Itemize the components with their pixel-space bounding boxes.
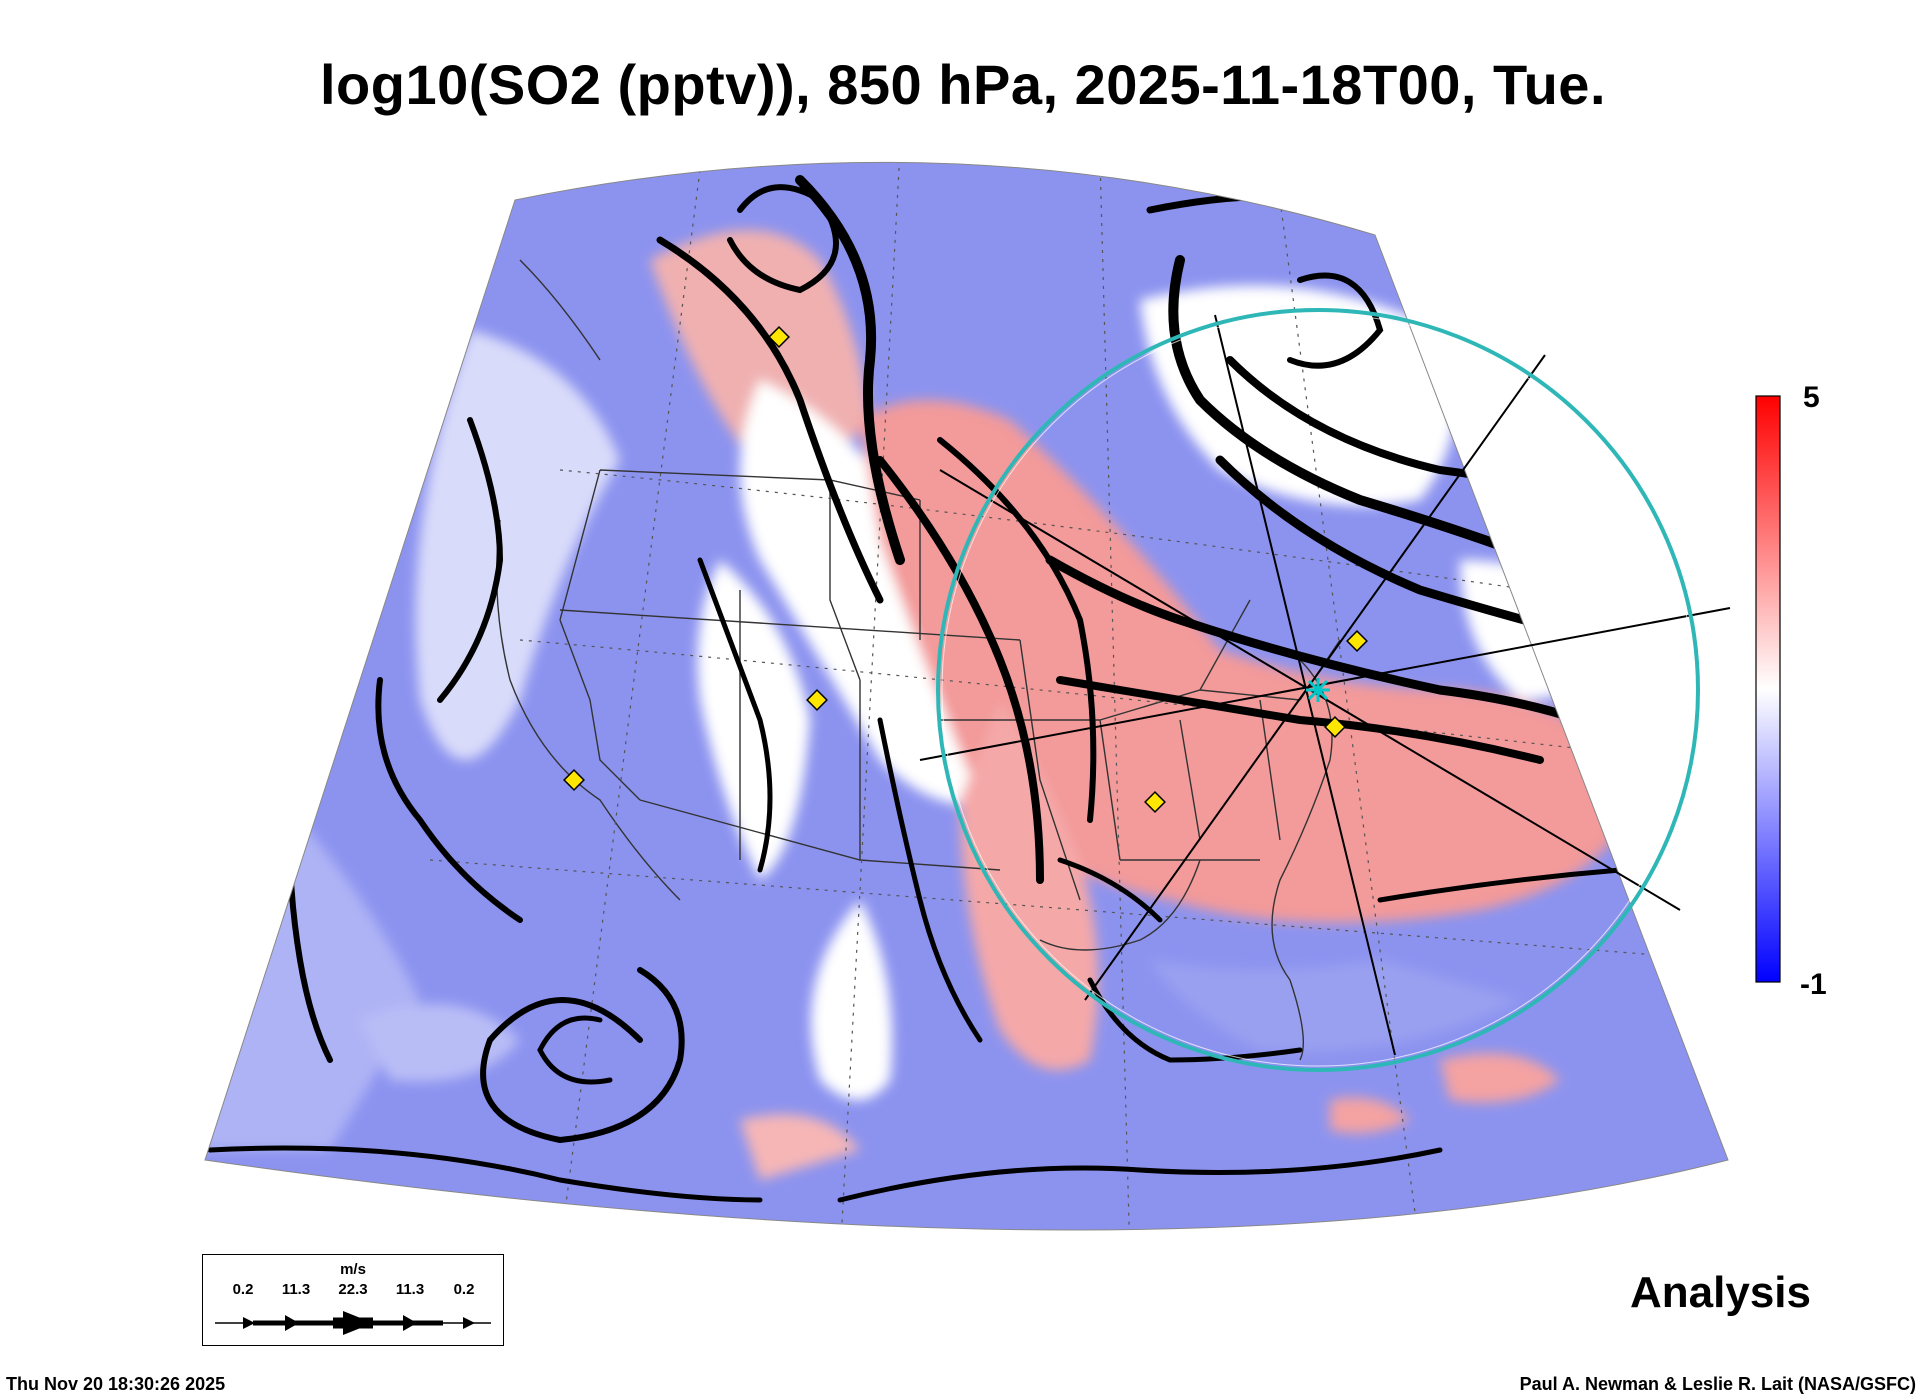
wind-key-value: 22.3	[338, 1281, 368, 1298]
wind-key-value: 11.3	[281, 1281, 311, 1298]
map-frame	[204, 161, 1729, 1231]
center-star-marker	[1306, 678, 1330, 702]
timestamp: Thu Nov 20 18:30:26 2025	[6, 1374, 226, 1394]
wind-key-value: 0.2	[232, 1281, 254, 1298]
wind-key-value: 0.2	[453, 1281, 475, 1298]
credit: Paul A. Newman & Leslie R. Lait (NASA/GS…	[1519, 1374, 1916, 1394]
station-marker	[806, 689, 828, 711]
station-markers	[563, 326, 1368, 813]
wind-key-arrow	[215, 1311, 491, 1335]
colorbar-max-label: 5	[1803, 381, 1820, 414]
colorbar-min-label: -1	[1800, 968, 1827, 1001]
station-marker	[1324, 716, 1346, 738]
wind-units-label: m/s	[340, 1261, 366, 1278]
station-marker	[1144, 791, 1166, 813]
station-marker	[563, 769, 585, 791]
station-marker	[768, 326, 790, 348]
wind-scale-key: m/s 0.2 11.3 22.3 11.3 0.2	[202, 1254, 504, 1346]
station-marker	[1346, 630, 1368, 652]
target-circle	[936, 308, 1700, 1072]
colorbar	[1755, 395, 1781, 983]
analysis-label: Analysis	[1630, 1268, 1811, 1317]
map-title: log10(SO2 (pptv)), 850 hPa, 2025-11-18T0…	[319, 53, 1607, 116]
graticule	[429, 162, 1721, 1231]
so2-field	[205, 162, 1728, 1231]
boundary-lines	[495, 259, 1341, 1061]
wind-key-value: 11.3	[395, 1281, 425, 1298]
